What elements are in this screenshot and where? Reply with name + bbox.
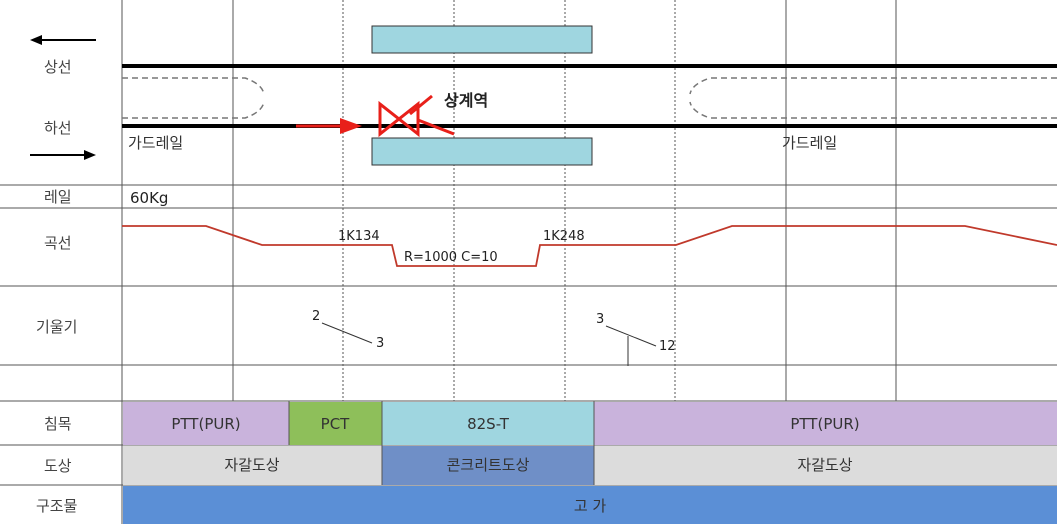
gradient-mark-1: 2 3 bbox=[312, 309, 384, 351]
label-up-line: 상선 bbox=[44, 58, 72, 76]
gradient-2-run: 12 bbox=[659, 339, 676, 354]
ballast-cell-2 bbox=[382, 446, 594, 485]
lower-platform bbox=[371, 137, 593, 166]
guardrail-right-label: 가드레일 bbox=[782, 134, 837, 152]
sleeper-row: PTT(PUR) PCT 82S-T PTT(PUR) bbox=[123, 401, 1057, 485]
rail-type: 60Kg bbox=[130, 189, 168, 207]
curve-profile-line bbox=[122, 225, 1057, 267]
ballast-cell-1 bbox=[123, 446, 382, 485]
label-curve: 곡선 bbox=[44, 234, 72, 252]
down-direction-arrow-icon bbox=[30, 150, 96, 160]
upper-platform bbox=[371, 25, 593, 54]
gradient-1-run: 3 bbox=[376, 336, 384, 351]
label-rail: 레일 bbox=[44, 188, 72, 206]
ballast-label-1: 자갈도상 bbox=[224, 456, 279, 474]
gradient-mark-2: 3 12 bbox=[596, 312, 676, 366]
sleeper-label-2: PCT bbox=[321, 415, 351, 433]
ballast-label-3: 자갈도상 bbox=[797, 456, 852, 474]
structure-cell bbox=[123, 486, 1057, 524]
guardrail-left-label: 가드레일 bbox=[128, 134, 183, 152]
sleeper-cell-3 bbox=[382, 402, 594, 445]
sleeper-label-1: PTT(PUR) bbox=[171, 415, 240, 433]
train-arrow-icon bbox=[296, 118, 362, 134]
structure-row: 고 가 bbox=[123, 486, 1057, 524]
sleeper-label-4: PTT(PUR) bbox=[790, 415, 859, 433]
label-down-line: 하선 bbox=[44, 119, 72, 137]
guardrail-lines bbox=[122, 77, 1057, 119]
station-name: 상계역 bbox=[444, 91, 488, 110]
curve-start-km: 1K134 bbox=[338, 229, 380, 244]
curve-end-km: 1K248 bbox=[543, 229, 585, 244]
ballast-cell-3 bbox=[594, 446, 1057, 485]
gradient-2-rise: 3 bbox=[596, 312, 604, 327]
label-structure: 구조물 bbox=[36, 497, 77, 515]
label-gradient: 기울기 bbox=[36, 318, 77, 336]
sleeper-label-3: 82S-T bbox=[467, 415, 510, 433]
label-sleeper: 침목 bbox=[44, 415, 72, 433]
vertical-grid bbox=[121, 0, 897, 524]
label-ballast: 도상 bbox=[44, 457, 72, 475]
ballast-label-2: 콘크리트도상 bbox=[447, 456, 530, 474]
gradient-1-rise: 2 bbox=[312, 309, 320, 324]
sleeper-cell-2 bbox=[289, 402, 382, 445]
up-direction-arrow-icon bbox=[30, 35, 96, 45]
structure-label: 고 가 bbox=[574, 497, 607, 515]
curve-radius-cant: R=1000 C=10 bbox=[404, 250, 498, 265]
sleeper-cell-1 bbox=[123, 402, 289, 445]
row-labels: 상선 하선 레일 곡선 기울기 침목 도상 구조물 bbox=[36, 58, 77, 515]
ballast-row: 자갈도상 콘크리트도상 자갈도상 bbox=[123, 445, 1057, 485]
crossover-turnout-icon bbox=[378, 94, 455, 138]
sleeper-cell-4 bbox=[594, 402, 1057, 445]
